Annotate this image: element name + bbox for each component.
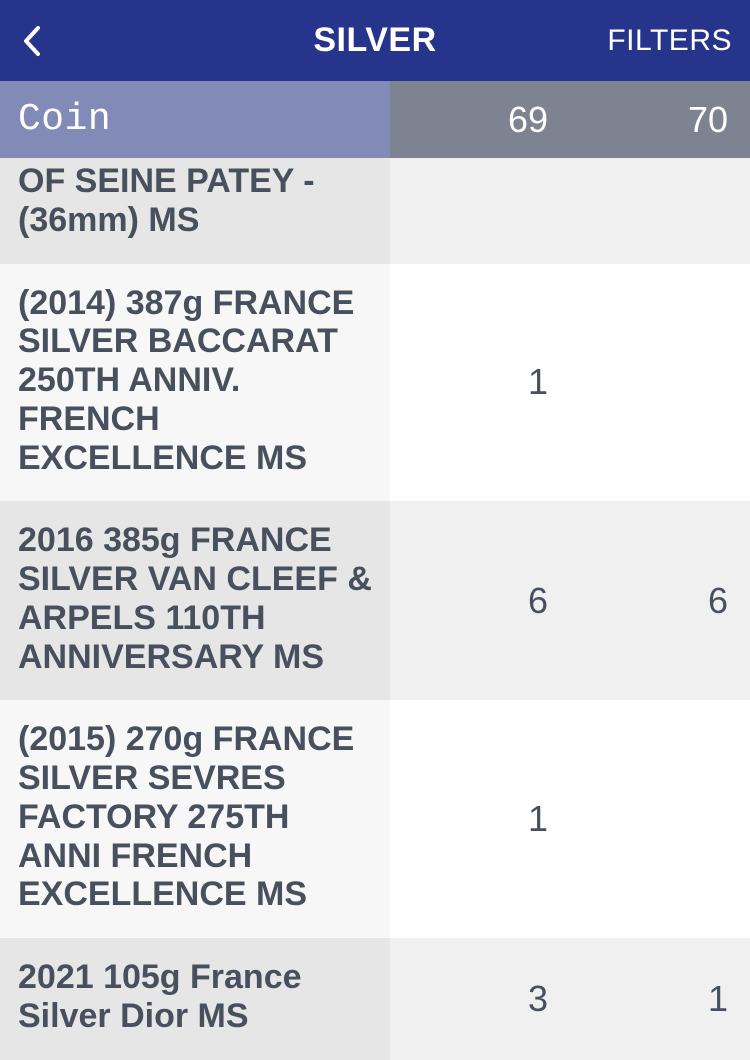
column-header-70[interactable]: 70 (570, 81, 750, 158)
row-values: 1 (390, 700, 750, 938)
table-row[interactable]: 2021 105g France Silver Dior MS 3 1 (0, 938, 750, 1060)
chevron-left-icon (22, 25, 42, 57)
table-row[interactable]: 2016 385g FRANCE SILVER VAN CLEEF & ARPE… (0, 501, 750, 700)
value-70 (570, 700, 750, 938)
value-69: 3 (390, 938, 570, 1060)
value-69: 1 (390, 264, 570, 502)
value-70 (570, 264, 750, 502)
table-row[interactable]: OF SEINE PATEY - (36mm) MS (0, 158, 750, 264)
column-header-coin: Coin (0, 81, 390, 158)
value-70 (570, 158, 750, 264)
value-70: 1 (570, 938, 750, 1060)
column-header-69[interactable]: 69 (390, 81, 570, 158)
value-69: 1 (390, 700, 570, 938)
value-70: 6 (570, 501, 750, 700)
row-values (390, 158, 750, 264)
coin-name: (2015) 270g FRANCE SILVER SEVRES FACTORY… (0, 700, 390, 938)
row-values: 6 6 (390, 501, 750, 700)
coin-name: (2014) 387g FRANCE SILVER BACCARAT 250TH… (0, 264, 390, 502)
table-body: OF SEINE PATEY - (36mm) MS (2014) 387g F… (0, 158, 750, 1060)
row-values: 1 (390, 264, 750, 502)
row-values: 3 1 (390, 938, 750, 1060)
app-header: SILVER FILTERS (0, 0, 750, 81)
coin-name: 2016 385g FRANCE SILVER VAN CLEEF & ARPE… (0, 501, 390, 700)
column-header-row: Coin 69 70 (0, 81, 750, 158)
column-header-numbers: 69 70 (390, 81, 750, 158)
value-69: 6 (390, 501, 570, 700)
table-row[interactable]: (2014) 387g FRANCE SILVER BACCARAT 250TH… (0, 264, 750, 502)
coin-name: 2021 105g France Silver Dior MS (0, 938, 390, 1060)
coin-name: OF SEINE PATEY - (36mm) MS (0, 158, 390, 264)
back-button[interactable] (22, 25, 42, 57)
table-row[interactable]: (2015) 270g FRANCE SILVER SEVRES FACTORY… (0, 700, 750, 938)
filters-button[interactable]: FILTERS (607, 24, 732, 58)
value-69 (390, 158, 570, 264)
